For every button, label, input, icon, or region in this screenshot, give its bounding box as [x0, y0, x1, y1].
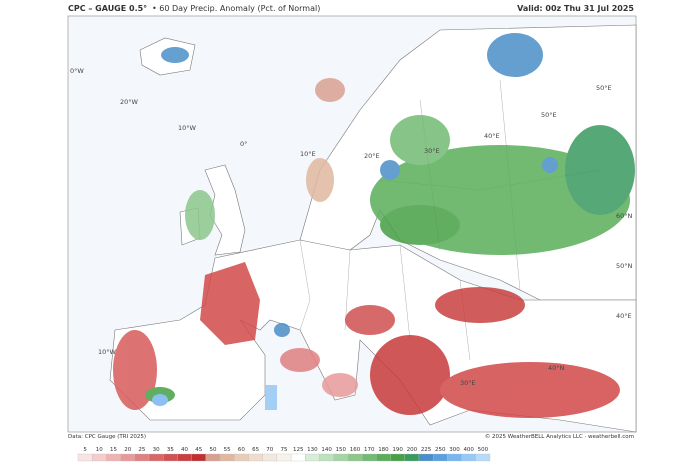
- legend-swatch: [319, 453, 334, 462]
- map-label: 40°E: [484, 132, 500, 140]
- legend-swatch: [447, 453, 462, 462]
- map-label: 20°W: [120, 98, 139, 106]
- legend-label: 40: [181, 447, 188, 453]
- legend-swatch: [163, 453, 178, 462]
- legend-swatch: [219, 453, 235, 462]
- legend-label: 25: [138, 447, 145, 453]
- legend-swatch: [404, 453, 420, 462]
- legend-label: 170: [364, 447, 375, 453]
- map-label: 40°E: [616, 312, 632, 320]
- legend-swatch: [134, 453, 150, 462]
- legend-swatch: [347, 453, 363, 462]
- legend-label: 130: [307, 447, 318, 453]
- legend-label: 45: [195, 447, 202, 453]
- map-label: 40°N: [548, 364, 565, 372]
- legend-swatch: [390, 453, 405, 462]
- legend-swatch: [191, 453, 207, 462]
- map: 0°W 20°W 10°W 0° 50°E 40°E 50°E 20°E 30°…: [67, 15, 637, 433]
- map-label: 10°W: [98, 348, 117, 356]
- legend-swatch: [148, 453, 164, 462]
- legend-label: 225: [421, 447, 432, 453]
- legend-label: 200: [407, 447, 418, 453]
- map-label: 60°N: [616, 212, 633, 220]
- legend-label: 10: [96, 447, 103, 453]
- legend-swatch: [475, 453, 491, 462]
- map-label: 30°E: [424, 147, 440, 155]
- legend-label: 20: [124, 447, 131, 453]
- legend-label: 180: [378, 447, 389, 453]
- map-label: 10°E: [300, 150, 316, 158]
- legend-label: 15: [110, 447, 117, 453]
- legend-swatch: [120, 453, 135, 462]
- legend-swatch: [418, 453, 434, 462]
- legend-swatch: [262, 453, 278, 462]
- legend-label: 125: [293, 447, 304, 453]
- graticule-labels: 0°W 20°W 10°W 0° 50°E 40°E 50°E 20°E 30°…: [70, 67, 633, 387]
- subtitle: • 60 Day Precip. Anomaly (Pct. of Normal…: [152, 4, 320, 13]
- legend-swatch: [433, 453, 448, 462]
- title: CPC – GAUGE 0.5°: [68, 4, 147, 13]
- legend-label: 75: [281, 447, 288, 453]
- legend-label: 400: [463, 447, 474, 453]
- legend-label: 500: [478, 447, 489, 453]
- legend-label: 65: [252, 447, 259, 453]
- legend-label: 30: [153, 447, 160, 453]
- legend-swatch: [177, 453, 192, 462]
- legend-label: 60: [238, 447, 245, 453]
- legend-swatch: [205, 453, 221, 462]
- legend-label: 50: [209, 447, 216, 453]
- map-label: 50°E: [541, 111, 557, 119]
- legend-swatch: [361, 453, 377, 462]
- credit: © 2025 WeatherBELL Analytics LLC · weath…: [485, 433, 634, 440]
- legend-label: 300: [449, 447, 460, 453]
- legend-swatch: [106, 453, 121, 462]
- data-source: Data: CPC Gauge (TRI 2025): [68, 434, 146, 440]
- legend-swatch: [461, 453, 476, 462]
- map-label: 50°E: [596, 84, 612, 92]
- legend-label: 190: [392, 447, 403, 453]
- map-label: 20°E: [364, 152, 380, 160]
- map-label: 10°W: [178, 124, 197, 132]
- map-label: 0°W: [70, 67, 84, 75]
- legend-swatch: [77, 453, 93, 462]
- legend-swatch: [290, 453, 306, 462]
- legend-label: 250: [435, 447, 446, 453]
- map-label: 0°: [240, 140, 247, 148]
- map-label: 30°E: [460, 379, 476, 387]
- legend-swatch: [276, 453, 292, 462]
- legend-label: 55: [224, 447, 231, 453]
- legend-label: 5: [83, 447, 87, 453]
- legend-label: 140: [321, 447, 332, 453]
- legend-swatch: [305, 453, 320, 462]
- legend-label: 70: [266, 447, 273, 453]
- legend-label: 35: [167, 447, 174, 453]
- legend-swatch: [248, 453, 263, 462]
- legend-label: 160: [350, 447, 361, 453]
- legend-swatch: [92, 453, 107, 462]
- map-label: 50°N: [616, 262, 633, 270]
- legend-swatch: [333, 453, 349, 462]
- legend-swatch: [234, 453, 249, 462]
- color-legend: 5 10 15 20 25 30 35 40 45 50 55 60 65 70 75 125 130 140 15…: [77, 447, 491, 462]
- legend-swatch: [376, 453, 391, 462]
- legend-label: 150: [336, 447, 347, 453]
- valid-time: Valid: 00z Thu 31 Jul 2025: [517, 4, 634, 13]
